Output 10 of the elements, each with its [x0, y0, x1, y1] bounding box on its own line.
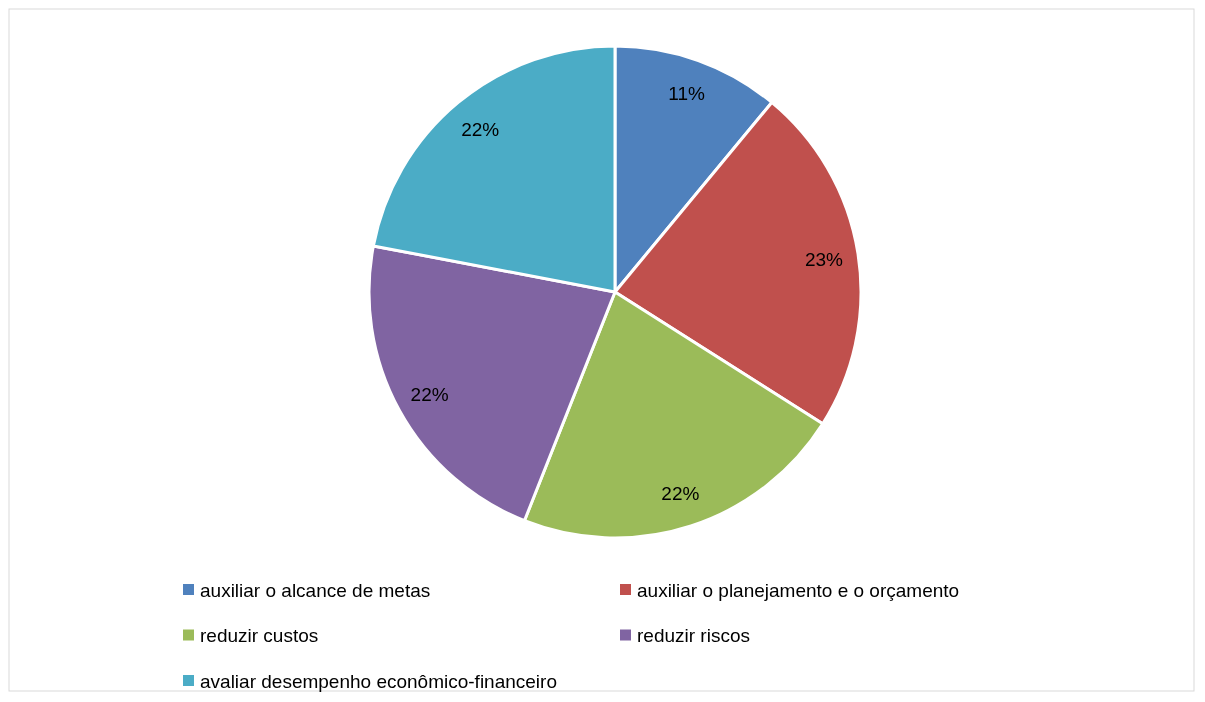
- legend-label: reduzir riscos: [637, 625, 750, 647]
- data-label: 23%: [804, 248, 844, 270]
- legend-label: reduzir custos: [200, 625, 319, 647]
- data-label: 22%: [661, 482, 700, 504]
- legend-label: avaliar desempenho econômico-financeiro: [200, 670, 557, 692]
- data-label: 22%: [410, 383, 449, 405]
- data-label: 11%: [668, 82, 706, 104]
- legend-label: auxiliar o alcance de metas: [200, 579, 431, 601]
- legend-label: auxiliar o planejamento e o orçamento: [637, 579, 960, 601]
- data-label: 22%: [461, 118, 500, 140]
